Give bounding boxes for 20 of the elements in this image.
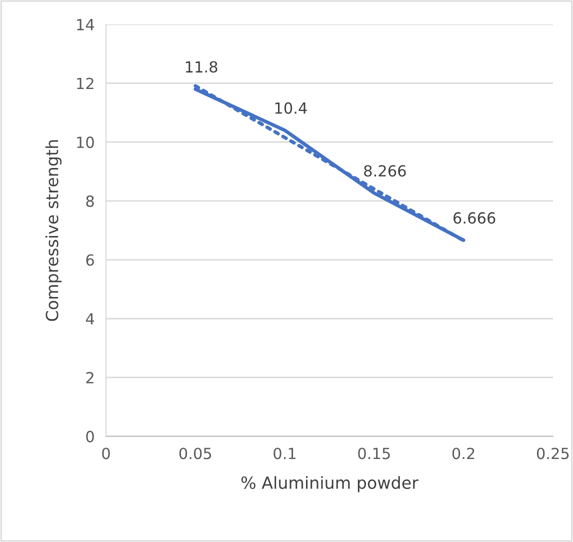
y-tick-label: 2 <box>86 372 94 384</box>
data-label: 11.8 <box>186 61 218 73</box>
x-axis-title: % Aluminium powder <box>241 476 418 492</box>
x-tick-label: 0.15 <box>358 448 390 460</box>
x-tick-label: 0.25 <box>536 448 569 460</box>
x-tick-label: 0.05 <box>179 448 212 460</box>
y-tick-label: 6 <box>86 254 94 266</box>
y-tick-label: 14 <box>77 19 94 30</box>
y-tick-label: 4 <box>86 313 94 324</box>
y-tick-label: 0 <box>86 430 94 442</box>
data-label: 6.666 <box>454 212 496 224</box>
data-label: 10.4 <box>275 102 307 114</box>
x-tick-label: 0.2 <box>452 448 474 460</box>
y-tick-label: 12 <box>77 78 94 90</box>
y-tick-label: 10 <box>77 136 94 148</box>
y-axis-title: Compressive strength <box>45 140 62 321</box>
y-tick-label: 8 <box>86 195 94 207</box>
x-tick-label: 0 <box>102 448 110 460</box>
x-tick-label: 0.1 <box>274 448 296 460</box>
data-label: 8.266 <box>364 165 406 177</box>
